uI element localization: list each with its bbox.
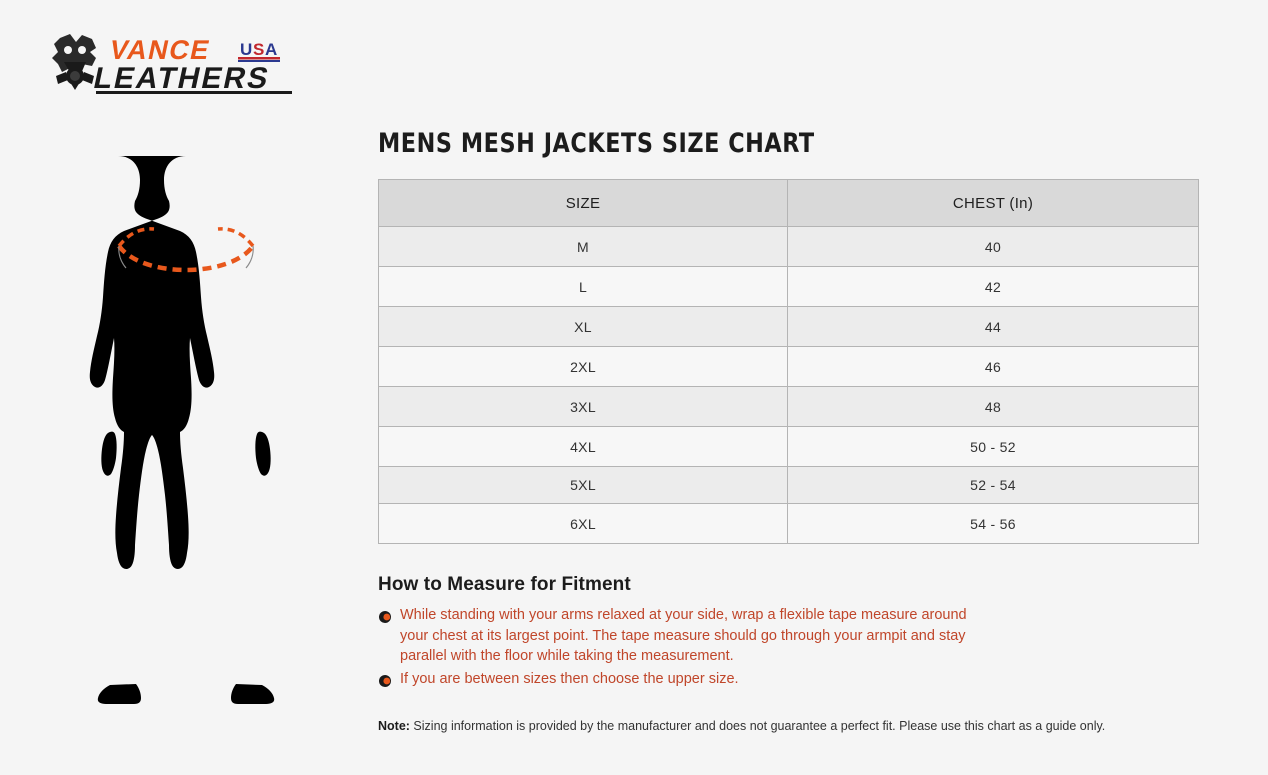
- how-to-measure-heading: How to Measure for Fitment: [378, 574, 631, 595]
- cell-size: 2XL: [378, 346, 788, 387]
- list-item: If you are between sizes then choose the…: [378, 669, 978, 690]
- how-to-measure-list: While standing with your arms relaxed at…: [378, 605, 1198, 689]
- cell-chest: 46: [787, 346, 1199, 387]
- svg-text:U: U: [240, 40, 252, 59]
- table-row: L 42: [378, 266, 1199, 307]
- table-row: M 40: [378, 226, 1199, 267]
- cell-chest: 50 - 52: [787, 426, 1199, 467]
- brand-wordmark-leathers: LEATHERS: [91, 62, 273, 94]
- page-title: MENS MESH JACKETS SIZE CHART: [378, 128, 815, 159]
- cell-size: 3XL: [378, 386, 788, 427]
- table-row: 3XL 48: [378, 386, 1199, 427]
- svg-text:LEATHERS: LEATHERS: [91, 62, 273, 94]
- skull-engine-emblem-icon: [52, 34, 96, 90]
- column-header-size: SIZE: [378, 179, 788, 227]
- table-row: 4XL 50 - 52: [378, 426, 1199, 467]
- list-item-text: If you are between sizes then choose the…: [400, 670, 739, 687]
- svg-text:VANCE: VANCE: [107, 34, 214, 65]
- table-row: 2XL 46: [378, 346, 1199, 387]
- cell-chest: 54 - 56: [787, 503, 1199, 544]
- bullet-icon: [379, 673, 391, 687]
- brand-wordmark-vance: VANCE: [107, 34, 214, 65]
- cell-size: XL: [378, 306, 788, 347]
- table-row: 6XL 54 - 56: [378, 503, 1199, 544]
- size-chart-table: SIZE CHEST (In) M 40 L 42 XL 44 2XL 46 3: [378, 179, 1199, 544]
- size-chart-panel: MENS MESH JACKETS SIZE CHART SIZE CHEST …: [378, 128, 1199, 691]
- cell-chest: 44: [787, 306, 1199, 347]
- cell-chest: 42: [787, 266, 1199, 307]
- table-header-row: SIZE CHEST (In): [378, 179, 1199, 227]
- chest-tape-measure-icon: [117, 227, 255, 273]
- svg-text:A: A: [265, 40, 277, 59]
- bullet-icon: [379, 609, 391, 623]
- cell-chest: 40: [787, 226, 1199, 267]
- list-item-text: While standing with your arms relaxed at…: [400, 607, 967, 664]
- logo-underline: [96, 91, 292, 94]
- cell-size: 6XL: [378, 503, 788, 544]
- column-header-chest: CHEST (In): [787, 179, 1199, 227]
- table-row: 5XL 52 - 54: [378, 466, 1199, 504]
- body-silhouette-figure: [82, 150, 290, 710]
- list-item: While standing with your arms relaxed at…: [378, 605, 978, 667]
- svg-text:S: S: [253, 40, 264, 59]
- cell-size: 4XL: [378, 426, 788, 467]
- cell-size: M: [378, 226, 788, 267]
- brand-logo: VANCE U S A LEATHERS: [52, 32, 300, 94]
- cell-chest: 48: [787, 386, 1199, 427]
- note-text: Sizing information is provided by the ma…: [409, 719, 1106, 733]
- male-silhouette-icon: [89, 156, 275, 704]
- cell-size: 5XL: [378, 466, 788, 504]
- cell-chest: 52 - 54: [787, 466, 1199, 504]
- usa-badge: U S A: [238, 40, 280, 62]
- note-label: Note:: [378, 719, 410, 733]
- how-to-measure-section: How to Measure for Fitment While standin…: [378, 574, 1198, 689]
- table-row: XL 44: [378, 306, 1199, 347]
- cell-size: L: [378, 266, 788, 307]
- disclaimer-note: Note: Sizing information is provided by …: [378, 718, 1105, 734]
